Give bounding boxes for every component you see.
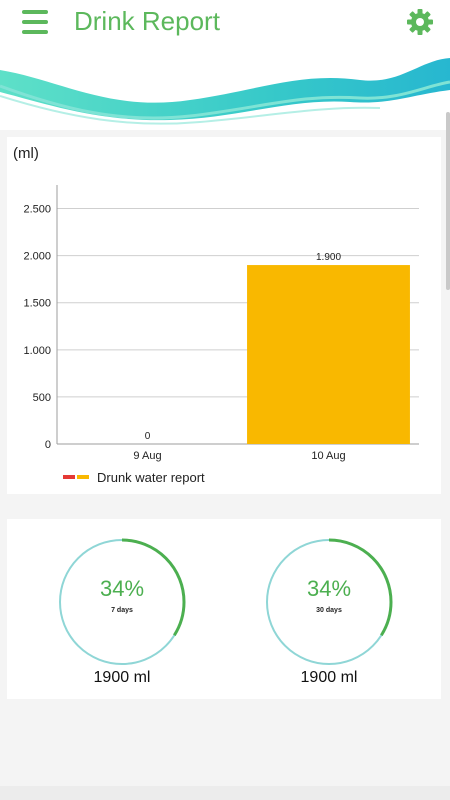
stat-30-days: 34% 30 days 1900 ml [214,519,431,699]
y-axis-unit-label: (ml) [13,145,39,162]
y-tick-label: 1.500 [23,298,51,310]
gear-icon[interactable] [406,8,434,36]
x-tick-label: 10 Aug [311,450,345,462]
percent-label: 34% [99,576,145,601]
bar-value-label: 1.900 [316,252,341,263]
chart-card: (ml) 0 500 1.000 1.500 2.000 2.500 0 9 Aug 1.900… [7,137,441,494]
chart-legend: Drunk water report [63,468,205,486]
water-bar-chart: 0 500 1.000 1.500 2.000 2.500 0 9 Aug 1.900 10 Au… [23,185,419,462]
y-tick-label: 1.000 [23,345,51,357]
y-tick-label: 500 [33,392,51,404]
hamburger-menu-icon[interactable] [22,10,48,34]
period-label: 7 days [111,607,133,614]
header-wave-decoration [0,58,450,125]
period-label: 30 days [316,607,342,614]
bottom-bar [0,786,450,800]
progress-ring [265,538,393,666]
amount-label: 1900 ml [93,669,151,686]
bar [247,265,410,444]
progress-ring [58,538,186,666]
percent-label: 34% [306,576,352,601]
y-tick-label: 2.000 [23,251,51,263]
legend-label: Drunk water report [97,469,205,485]
stat-7-days: 34% 7 days 1900 ml [7,519,224,699]
x-tick-label: 9 Aug [133,450,161,462]
y-tick-label: 2.500 [23,204,51,216]
app-header: Drink Report [0,0,450,130]
y-tick-label: 0 [45,439,51,451]
legend-swatch [63,475,89,479]
bar-value-label: 0 [145,431,151,442]
page-title: Drink Report [74,6,220,36]
amount-label: 1900 ml [300,669,358,686]
stats-card: 34% 7 days 1900 ml 34% 30 days 1900 ml [7,519,441,699]
scrollbar-thumb[interactable] [446,112,450,290]
